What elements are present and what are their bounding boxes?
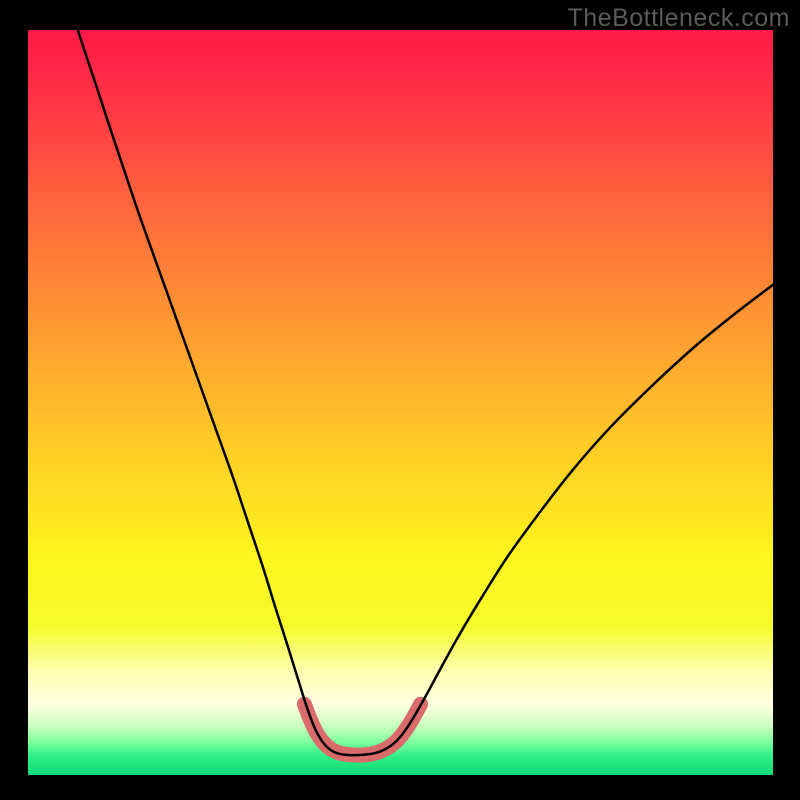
watermark-text: TheBottleneck.com: [568, 4, 791, 33]
plot-area: [28, 30, 773, 775]
chart-svg: [28, 30, 773, 775]
